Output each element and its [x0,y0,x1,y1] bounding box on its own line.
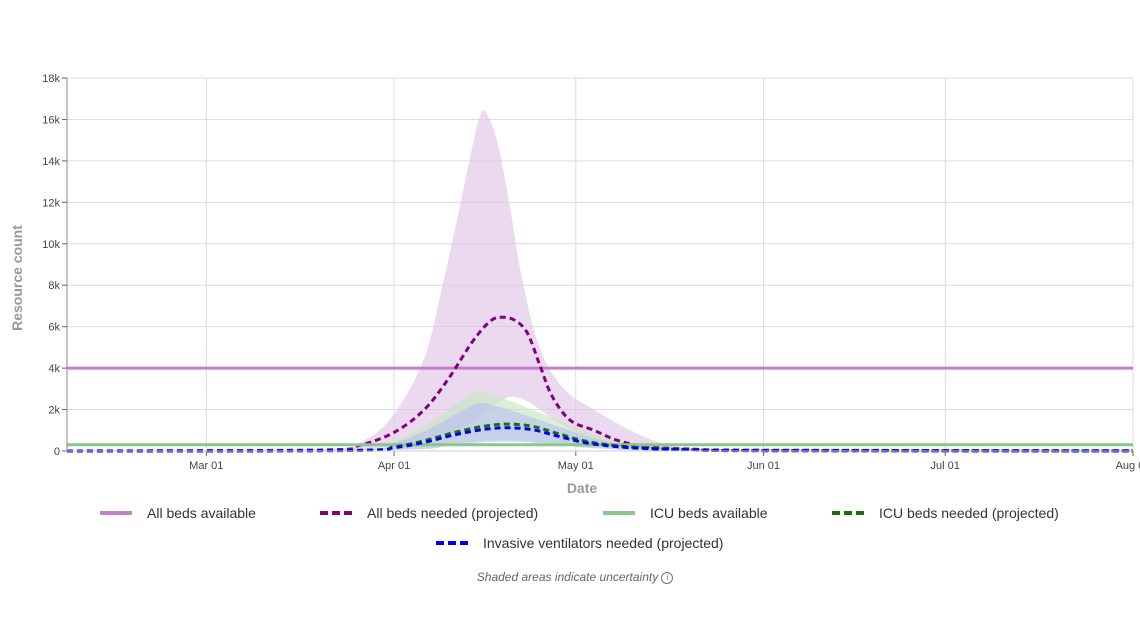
y-tick-label: 16k [42,114,60,126]
x-tick-label: Jul 01 [931,460,960,472]
band-icu-beds-needed-projected [67,391,1133,451]
line-all-beds-needed-projected [66,315,1134,453]
legend-swatch [320,511,352,515]
y-tick-label: 12k [42,197,60,209]
footnote-text: Shaded areas indicate uncertainty [476,570,659,584]
axes: 0 2k 4k 6k 8k 10k 12k 14k 16k 18k Mar 01 Apr 01 May … [42,73,1140,472]
legend-swatch [100,511,132,515]
band-invasive-ventilators-needed-projected [67,403,1133,451]
series-lines [66,315,1134,453]
legend-label: ICU beds needed (projected) [879,505,1059,521]
y-tick-label: 6k [48,322,60,334]
legend-label: All beds available [147,505,256,521]
y-tick-label: 10k [42,239,60,251]
legend-item-icu-beds-needed[interactable]: ICU beds needed (projected) [832,505,1059,521]
x-tick-label: Jun 01 [747,460,780,472]
y-axis-title: Resource count [9,225,25,331]
y-tick-label: 18k [42,73,60,85]
y-tick-label: 4k [48,363,60,375]
x-tick-label: Mar 01 [189,460,223,472]
grid [67,77,1134,452]
legend-item-icu-beds-available[interactable]: ICU beds available [603,505,768,521]
legend-swatch [603,511,635,515]
y-tick-label: 8k [48,280,60,292]
y-tick-label: 0 [54,446,60,458]
x-axis-title: Date [567,480,598,496]
legend-label: Invasive ventilators needed (projected) [483,535,724,551]
info-icon[interactable]: i [661,571,674,584]
x-tick-label: Apr 01 [378,460,410,472]
line-invasive-ventilators-needed-projected [66,426,1134,453]
x-tick-label: Aug 01 [1116,460,1140,472]
y-tick-label: 14k [42,156,60,168]
x-tick-label: May 01 [558,460,594,472]
legend-swatch [436,541,468,545]
legend-swatch [832,511,864,515]
legend-label: ICU beds available [650,505,768,521]
legend-item-all-beds-available[interactable]: All beds available [100,505,256,521]
y-tick-label: 2k [48,405,60,417]
uncertainty-bands [67,110,1133,452]
legend-item-ventilators-needed[interactable]: Invasive ventilators needed (projected) [436,535,723,551]
legend-label: All beds needed (projected) [367,505,539,521]
legend-item-all-beds-needed[interactable]: All beds needed (projected) [320,505,538,521]
uncertainty-footnote: Shaded areas indicate uncertainty i [0,570,1140,584]
